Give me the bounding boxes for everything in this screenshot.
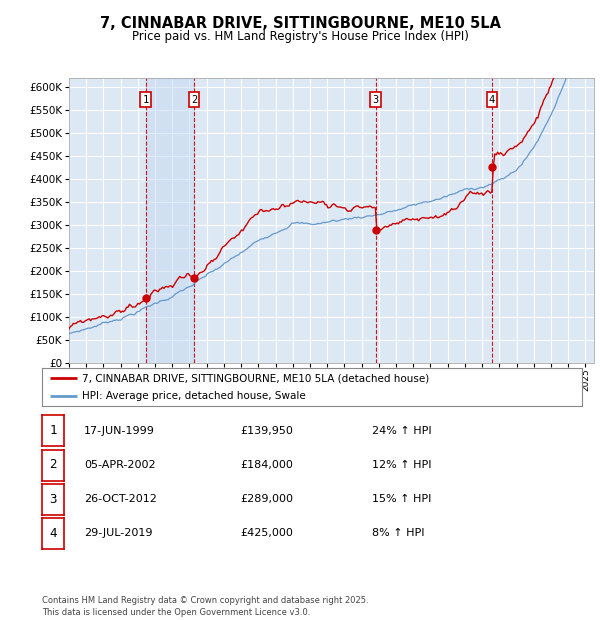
Text: HPI: Average price, detached house, Swale: HPI: Average price, detached house, Swal…	[83, 391, 306, 401]
Text: 2: 2	[191, 95, 197, 105]
Text: 3: 3	[373, 95, 379, 105]
Text: 1: 1	[143, 95, 149, 105]
Text: Price paid vs. HM Land Registry's House Price Index (HPI): Price paid vs. HM Land Registry's House …	[131, 30, 469, 43]
Text: £139,950: £139,950	[240, 426, 293, 436]
Text: 1: 1	[49, 425, 56, 437]
Text: 12% ↑ HPI: 12% ↑ HPI	[372, 460, 431, 470]
Text: 29-JUL-2019: 29-JUL-2019	[84, 528, 152, 538]
Text: 7, CINNABAR DRIVE, SITTINGBOURNE, ME10 5LA (detached house): 7, CINNABAR DRIVE, SITTINGBOURNE, ME10 5…	[83, 373, 430, 383]
Text: 26-OCT-2012: 26-OCT-2012	[84, 494, 157, 504]
Text: 15% ↑ HPI: 15% ↑ HPI	[372, 494, 431, 504]
Text: £289,000: £289,000	[240, 494, 293, 504]
Text: 05-APR-2002: 05-APR-2002	[84, 460, 155, 470]
Text: £184,000: £184,000	[240, 460, 293, 470]
Text: 24% ↑ HPI: 24% ↑ HPI	[372, 426, 431, 436]
Text: 8% ↑ HPI: 8% ↑ HPI	[372, 528, 425, 538]
Text: £425,000: £425,000	[240, 528, 293, 538]
Bar	[146, 78, 194, 363]
Text: 2: 2	[49, 459, 56, 471]
Text: 3: 3	[49, 493, 56, 505]
Text: 17-JUN-1999: 17-JUN-1999	[84, 426, 155, 436]
Text: 4: 4	[49, 527, 56, 539]
Text: Contains HM Land Registry data © Crown copyright and database right 2025.
This d: Contains HM Land Registry data © Crown c…	[42, 596, 368, 617]
Text: 7, CINNABAR DRIVE, SITTINGBOURNE, ME10 5LA: 7, CINNABAR DRIVE, SITTINGBOURNE, ME10 5…	[100, 16, 500, 30]
Text: 4: 4	[489, 95, 495, 105]
